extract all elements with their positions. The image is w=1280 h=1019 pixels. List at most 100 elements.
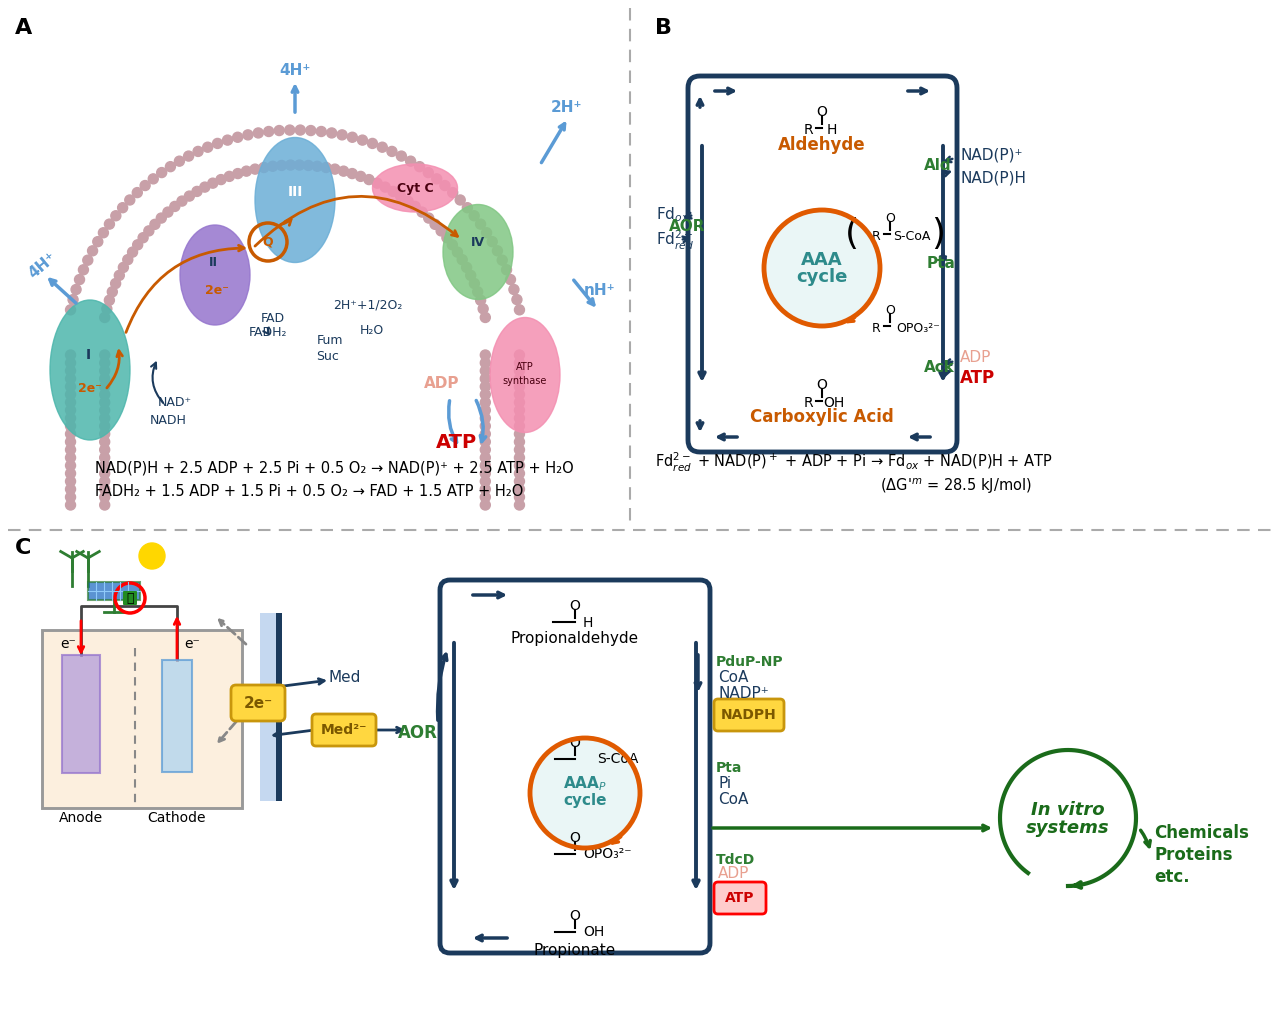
Text: I: I	[86, 348, 91, 362]
Circle shape	[170, 202, 179, 211]
Text: nH⁺: nH⁺	[584, 283, 616, 298]
Circle shape	[143, 226, 154, 235]
Circle shape	[480, 429, 490, 439]
Text: R: R	[803, 123, 813, 137]
Text: FADH₂ + 1.5 ADP + 1.5 Pi + 0.5 O₂ → FAD + 1.5 ATP + H₂O: FADH₂ + 1.5 ADP + 1.5 Pi + 0.5 O₂ → FAD …	[95, 484, 524, 499]
Circle shape	[65, 305, 76, 315]
Text: Pi: Pi	[718, 776, 731, 792]
Text: A: A	[15, 18, 32, 38]
Circle shape	[512, 294, 522, 305]
Circle shape	[243, 129, 253, 140]
Circle shape	[65, 492, 76, 502]
Text: H₂O: H₂O	[360, 323, 384, 336]
Text: R: R	[803, 396, 813, 410]
Circle shape	[294, 160, 305, 170]
Circle shape	[515, 469, 525, 479]
Circle shape	[118, 263, 128, 272]
Circle shape	[184, 192, 195, 201]
Circle shape	[515, 374, 525, 384]
Circle shape	[480, 492, 490, 502]
Circle shape	[111, 211, 120, 221]
Circle shape	[515, 358, 525, 368]
Text: H: H	[827, 123, 837, 137]
Text: systems: systems	[1027, 819, 1110, 837]
Circle shape	[387, 147, 397, 157]
Circle shape	[65, 406, 76, 416]
Text: O: O	[817, 105, 827, 119]
Circle shape	[100, 444, 110, 454]
Circle shape	[476, 296, 485, 306]
Circle shape	[100, 461, 110, 471]
Circle shape	[339, 166, 348, 176]
Circle shape	[515, 381, 525, 391]
FancyBboxPatch shape	[312, 714, 376, 746]
Circle shape	[65, 358, 76, 368]
Circle shape	[65, 500, 76, 510]
Circle shape	[364, 174, 374, 184]
Circle shape	[321, 162, 332, 172]
Circle shape	[150, 219, 160, 229]
Circle shape	[100, 350, 110, 360]
Circle shape	[100, 429, 110, 439]
Circle shape	[506, 274, 516, 284]
Circle shape	[100, 437, 110, 447]
Text: ADP: ADP	[424, 376, 460, 391]
Ellipse shape	[255, 138, 335, 263]
Text: AOR: AOR	[398, 725, 438, 742]
Circle shape	[156, 167, 166, 177]
Circle shape	[456, 195, 465, 205]
Circle shape	[480, 500, 490, 510]
Circle shape	[497, 255, 507, 265]
Circle shape	[65, 413, 76, 423]
Circle shape	[436, 226, 447, 235]
Circle shape	[65, 484, 76, 494]
Circle shape	[480, 421, 490, 431]
Circle shape	[480, 358, 490, 368]
Circle shape	[100, 397, 110, 408]
Circle shape	[124, 195, 134, 205]
Text: 2e⁻: 2e⁻	[243, 696, 273, 710]
Text: Fd$^{2-}_{red}$ + NAD(P)$^+$ + ADP + Pi → Fd$_{ox}$ + NAD(P)H + ATP: Fd$^{2-}_{red}$ + NAD(P)$^+$ + ADP + Pi …	[655, 450, 1052, 474]
Circle shape	[253, 128, 264, 138]
Text: 2H⁺+1/2O₂: 2H⁺+1/2O₂	[333, 299, 403, 312]
Text: Ald: Ald	[924, 158, 952, 172]
Text: 2e⁻: 2e⁻	[78, 381, 102, 394]
Circle shape	[105, 219, 114, 229]
FancyBboxPatch shape	[260, 613, 282, 801]
Circle shape	[165, 162, 175, 171]
FancyBboxPatch shape	[88, 582, 140, 600]
Text: synthase: synthase	[503, 376, 547, 386]
Circle shape	[68, 294, 78, 305]
Circle shape	[312, 161, 323, 171]
Circle shape	[100, 389, 110, 399]
Circle shape	[515, 366, 525, 376]
Text: NADH: NADH	[150, 414, 187, 427]
Circle shape	[259, 162, 269, 172]
Text: Med²⁻: Med²⁻	[321, 723, 367, 737]
Circle shape	[65, 366, 76, 376]
Circle shape	[515, 492, 525, 502]
Circle shape	[233, 168, 243, 178]
Text: B: B	[655, 18, 672, 38]
Circle shape	[480, 397, 490, 408]
Circle shape	[100, 484, 110, 494]
Ellipse shape	[50, 300, 131, 440]
Circle shape	[65, 444, 76, 454]
Circle shape	[156, 213, 166, 223]
Text: OPO₃²⁻: OPO₃²⁻	[896, 322, 940, 334]
Ellipse shape	[180, 225, 250, 325]
Circle shape	[110, 278, 120, 288]
Circle shape	[515, 437, 525, 447]
Circle shape	[515, 452, 525, 463]
Circle shape	[367, 139, 378, 149]
Circle shape	[183, 151, 193, 161]
Circle shape	[65, 389, 76, 399]
Text: NAD(P)⁺: NAD(P)⁺	[960, 148, 1023, 162]
Circle shape	[481, 228, 492, 237]
Circle shape	[417, 207, 428, 217]
Text: e⁻: e⁻	[184, 637, 200, 651]
Circle shape	[65, 437, 76, 447]
Circle shape	[337, 129, 347, 140]
Circle shape	[515, 413, 525, 423]
Text: FAD: FAD	[261, 312, 285, 324]
